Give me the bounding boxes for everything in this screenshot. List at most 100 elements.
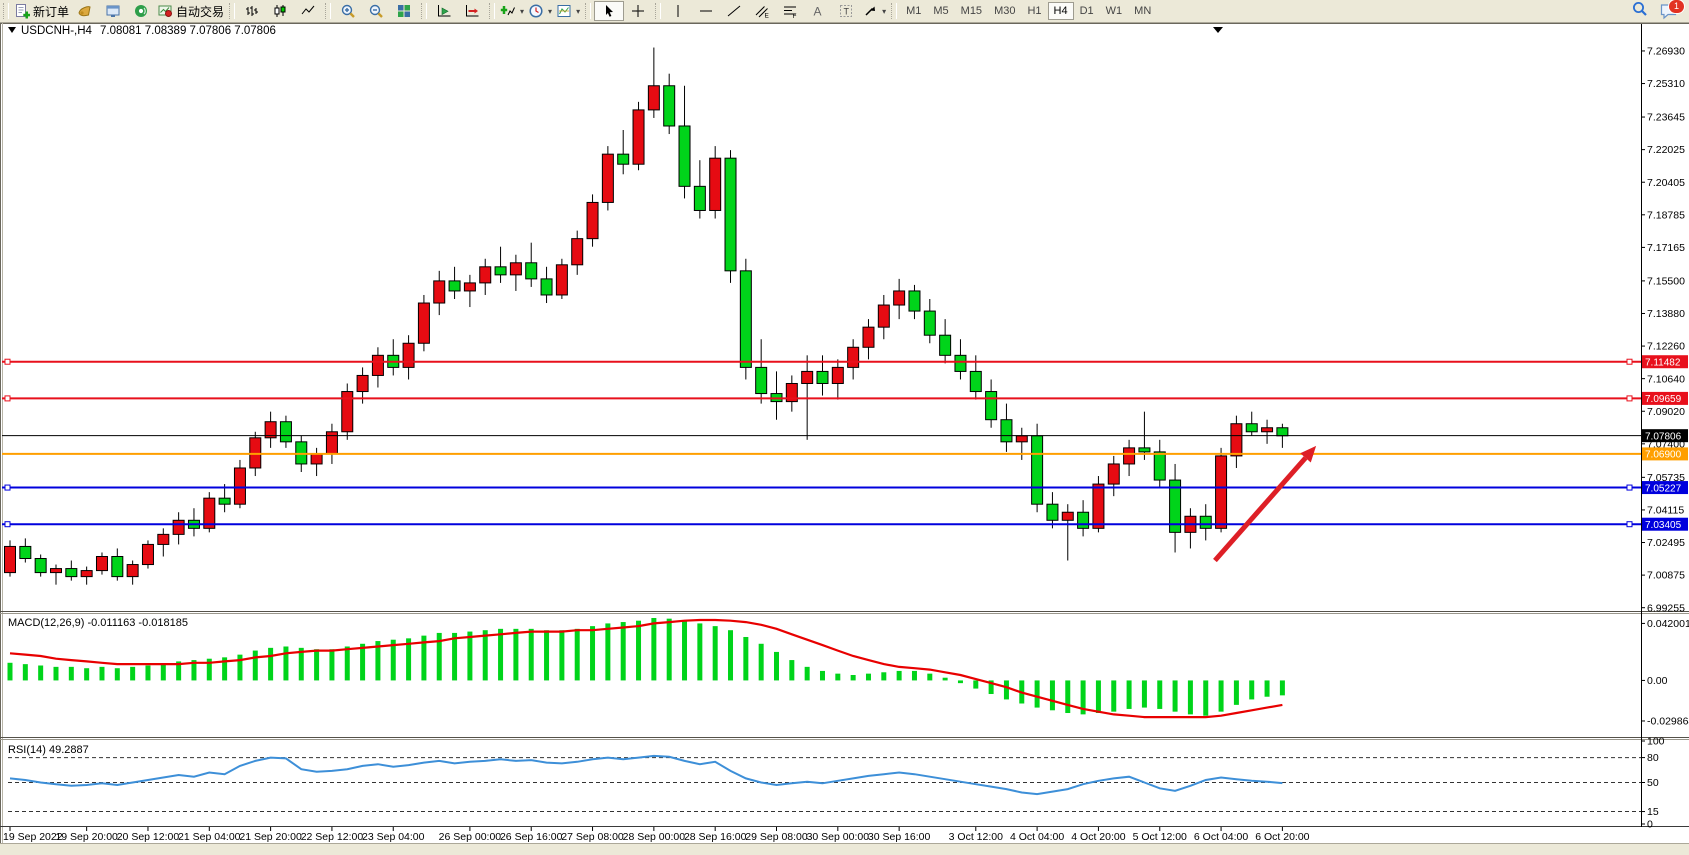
candle — [862, 326, 875, 348]
svg-text:7.22025: 7.22025 — [1647, 144, 1685, 156]
svg-text:80: 80 — [1647, 752, 1659, 764]
timeframe-button-m1[interactable]: M1 — [906, 5, 922, 17]
candle — [203, 497, 216, 529]
line-chart-icon — [300, 3, 316, 19]
svg-text:28 Sep 16:00: 28 Sep 16:00 — [684, 831, 747, 843]
timeframe-button-h1[interactable]: H1 — [1027, 5, 1042, 17]
timeframe-button-mn[interactable]: MN — [1134, 5, 1152, 17]
candle — [678, 125, 691, 187]
chevron-down-icon: ▾ — [576, 6, 581, 16]
chat-button[interactable]: 1 — [1659, 0, 1685, 21]
chart-window[interactable]: 7.26930 7.25310 7.23645 7.22025 7.20405 7.187… — [0, 22, 1689, 855]
timeframe-button-d1[interactable]: D1 — [1079, 5, 1094, 17]
fibonacci-icon: F — [782, 3, 798, 19]
symbol-dropdown-icon[interactable] — [8, 27, 16, 33]
periods-button[interactable]: ▾ — [526, 1, 554, 21]
templates-button[interactable]: ▾ — [554, 1, 582, 21]
horizontal-line-7.11482[interactable] — [2, 358, 1641, 365]
new-order-button[interactable]: 新订单 — [12, 1, 71, 21]
svg-text:21 Sep 20:00: 21 Sep 20:00 — [239, 831, 302, 843]
search-button[interactable] — [1631, 0, 1649, 23]
candle — [417, 302, 430, 344]
svg-text:7.07806: 7.07806 — [1645, 431, 1682, 442]
tile-windows-button[interactable] — [390, 1, 418, 21]
zoom-out-button[interactable] — [362, 1, 390, 21]
megaphone-button[interactable] — [71, 1, 99, 21]
candle — [985, 391, 998, 421]
candle — [49, 568, 62, 574]
zoom-in-button[interactable] — [334, 1, 362, 21]
auto-scroll-button[interactable] — [430, 1, 458, 21]
toolbar-grip[interactable] — [325, 3, 332, 19]
timeframe-button-m5[interactable]: M5 — [933, 5, 949, 17]
toolbar-grip[interactable] — [229, 3, 236, 19]
candle — [1000, 419, 1013, 443]
candle — [1153, 451, 1166, 481]
toolbar-grip[interactable] — [655, 3, 662, 19]
signals-button[interactable] — [127, 1, 155, 21]
candle — [1169, 479, 1182, 533]
terminal-button[interactable] — [99, 1, 127, 21]
svg-text:7.17165: 7.17165 — [1647, 242, 1685, 254]
svg-text:0: 0 — [1647, 819, 1653, 831]
cursor-tool-button[interactable] — [594, 1, 625, 21]
indicators-button[interactable]: ▾ — [498, 1, 526, 21]
periods-clock-icon — [528, 3, 544, 19]
candlestick-mode-button[interactable] — [266, 1, 294, 21]
toolbar-grip[interactable] — [585, 3, 592, 19]
trend-arrow-annotation[interactable] — [1213, 445, 1317, 563]
svg-text:T: T — [844, 7, 850, 17]
chevron-down-icon: ▾ — [520, 6, 525, 16]
timeframe-button-m15[interactable]: M15 — [960, 5, 983, 17]
svg-text:6 Oct 04:00: 6 Oct 04:00 — [1194, 831, 1248, 843]
equidistant-channel-tool-button[interactable]: E — [748, 1, 776, 21]
candle — [877, 304, 890, 328]
candle — [632, 109, 645, 165]
candle — [80, 570, 93, 578]
chart-shift-button[interactable] — [458, 1, 486, 21]
toolbar-grip[interactable] — [489, 3, 496, 19]
candle — [310, 453, 323, 465]
candle — [19, 545, 32, 560]
arrows-tool-button[interactable]: ▾ — [860, 1, 888, 21]
text-label-tool-button[interactable]: T — [832, 1, 860, 21]
timeframe-button-m30[interactable]: M30 — [994, 5, 1016, 17]
line-chart-mode-button[interactable] — [294, 1, 322, 21]
vertical-line-tool-button[interactable] — [664, 1, 692, 21]
candle — [785, 382, 798, 403]
zoom-in-icon — [340, 3, 356, 19]
candle — [724, 157, 737, 272]
svg-text:7.05735: 7.05735 — [1647, 472, 1685, 484]
text-tool-button[interactable]: A — [804, 1, 832, 21]
horizontal-line-7.05227[interactable] — [2, 484, 1641, 491]
candle — [831, 366, 844, 384]
candle — [463, 282, 476, 292]
svg-text:7.26930: 7.26930 — [1647, 46, 1685, 58]
indicators-icon — [500, 3, 516, 19]
horizontal-line-tool-button[interactable] — [692, 1, 720, 21]
bar-chart-mode-button[interactable] — [238, 1, 266, 21]
candle — [371, 354, 384, 376]
svg-text:7.09659: 7.09659 — [1645, 394, 1682, 405]
candle — [111, 555, 124, 578]
horizontal-line-7.03405[interactable] — [2, 521, 1641, 528]
trendline-tool-button[interactable] — [720, 1, 748, 21]
candle — [218, 497, 231, 505]
auto-trading-button[interactable]: 自动交易 — [155, 1, 226, 21]
chart-shift-marker[interactable] — [1213, 27, 1223, 33]
templates-icon — [556, 3, 572, 19]
timeframe-button-w1[interactable]: W1 — [1105, 5, 1123, 17]
candle — [816, 370, 829, 384]
timeframe-button-h4[interactable]: H4 — [1047, 2, 1074, 20]
horizontal-line-7.09659[interactable] — [2, 395, 1641, 402]
terminal-icon — [105, 3, 121, 19]
bar-chart-icon — [244, 3, 260, 19]
toolbar-grip[interactable] — [891, 3, 898, 19]
crosshair-tool-button[interactable] — [624, 1, 652, 21]
candle — [433, 280, 446, 304]
arrows-icon — [862, 3, 878, 19]
toolbar-grip[interactable] — [3, 3, 9, 19]
fibonacci-tool-button[interactable]: F — [776, 1, 804, 21]
toolbar-grip[interactable] — [421, 3, 428, 19]
